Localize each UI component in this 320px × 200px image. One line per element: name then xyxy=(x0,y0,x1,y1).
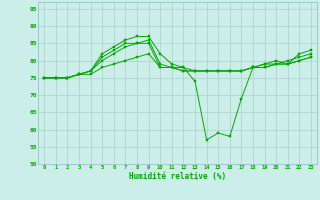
X-axis label: Humidité relative (%): Humidité relative (%) xyxy=(129,172,226,181)
